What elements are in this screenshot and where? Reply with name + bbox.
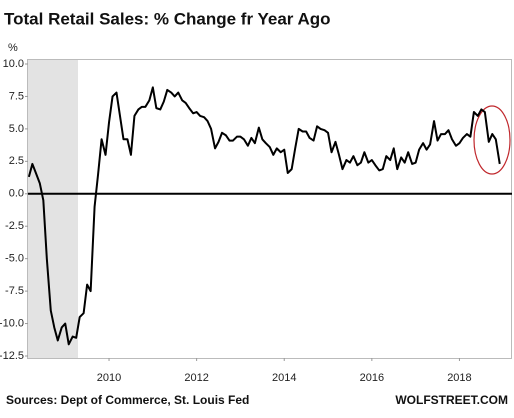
data-line	[27, 86, 501, 346]
x-tick-label: 2018	[447, 372, 471, 384]
y-tick-label: -12.5	[0, 350, 24, 362]
y-tick-label: -10.0	[0, 317, 24, 329]
highlight-ellipse	[473, 105, 511, 175]
y-tick-label: 5.0	[9, 123, 24, 135]
y-tick-label: 7.5	[9, 90, 24, 102]
x-tick-label: 2014	[272, 372, 296, 384]
y-tick-label: 2.5	[9, 155, 24, 167]
source: Sources: Dept of Commerce, St. Louis Fed	[6, 393, 249, 407]
x-tick-label: 2012	[184, 372, 208, 384]
watermark: WOLFSTREET.COM	[395, 393, 508, 407]
chart-title: Total Retail Sales: % Change fr Year Ago	[4, 9, 331, 28]
y-tick-label: 10.0	[3, 58, 24, 70]
y-tick-label: 0.0	[9, 188, 24, 200]
y-tick-label: -7.5	[5, 285, 24, 297]
x-tick-label: 2010	[97, 372, 121, 384]
recession-shade	[28, 60, 78, 358]
y-tick-label: -5.0	[5, 253, 24, 265]
y-tick-label: -2.5	[5, 220, 24, 232]
x-tick-label: 2016	[360, 372, 384, 384]
y-axis-unit: %	[8, 42, 18, 54]
plot-frame	[27, 59, 512, 359]
